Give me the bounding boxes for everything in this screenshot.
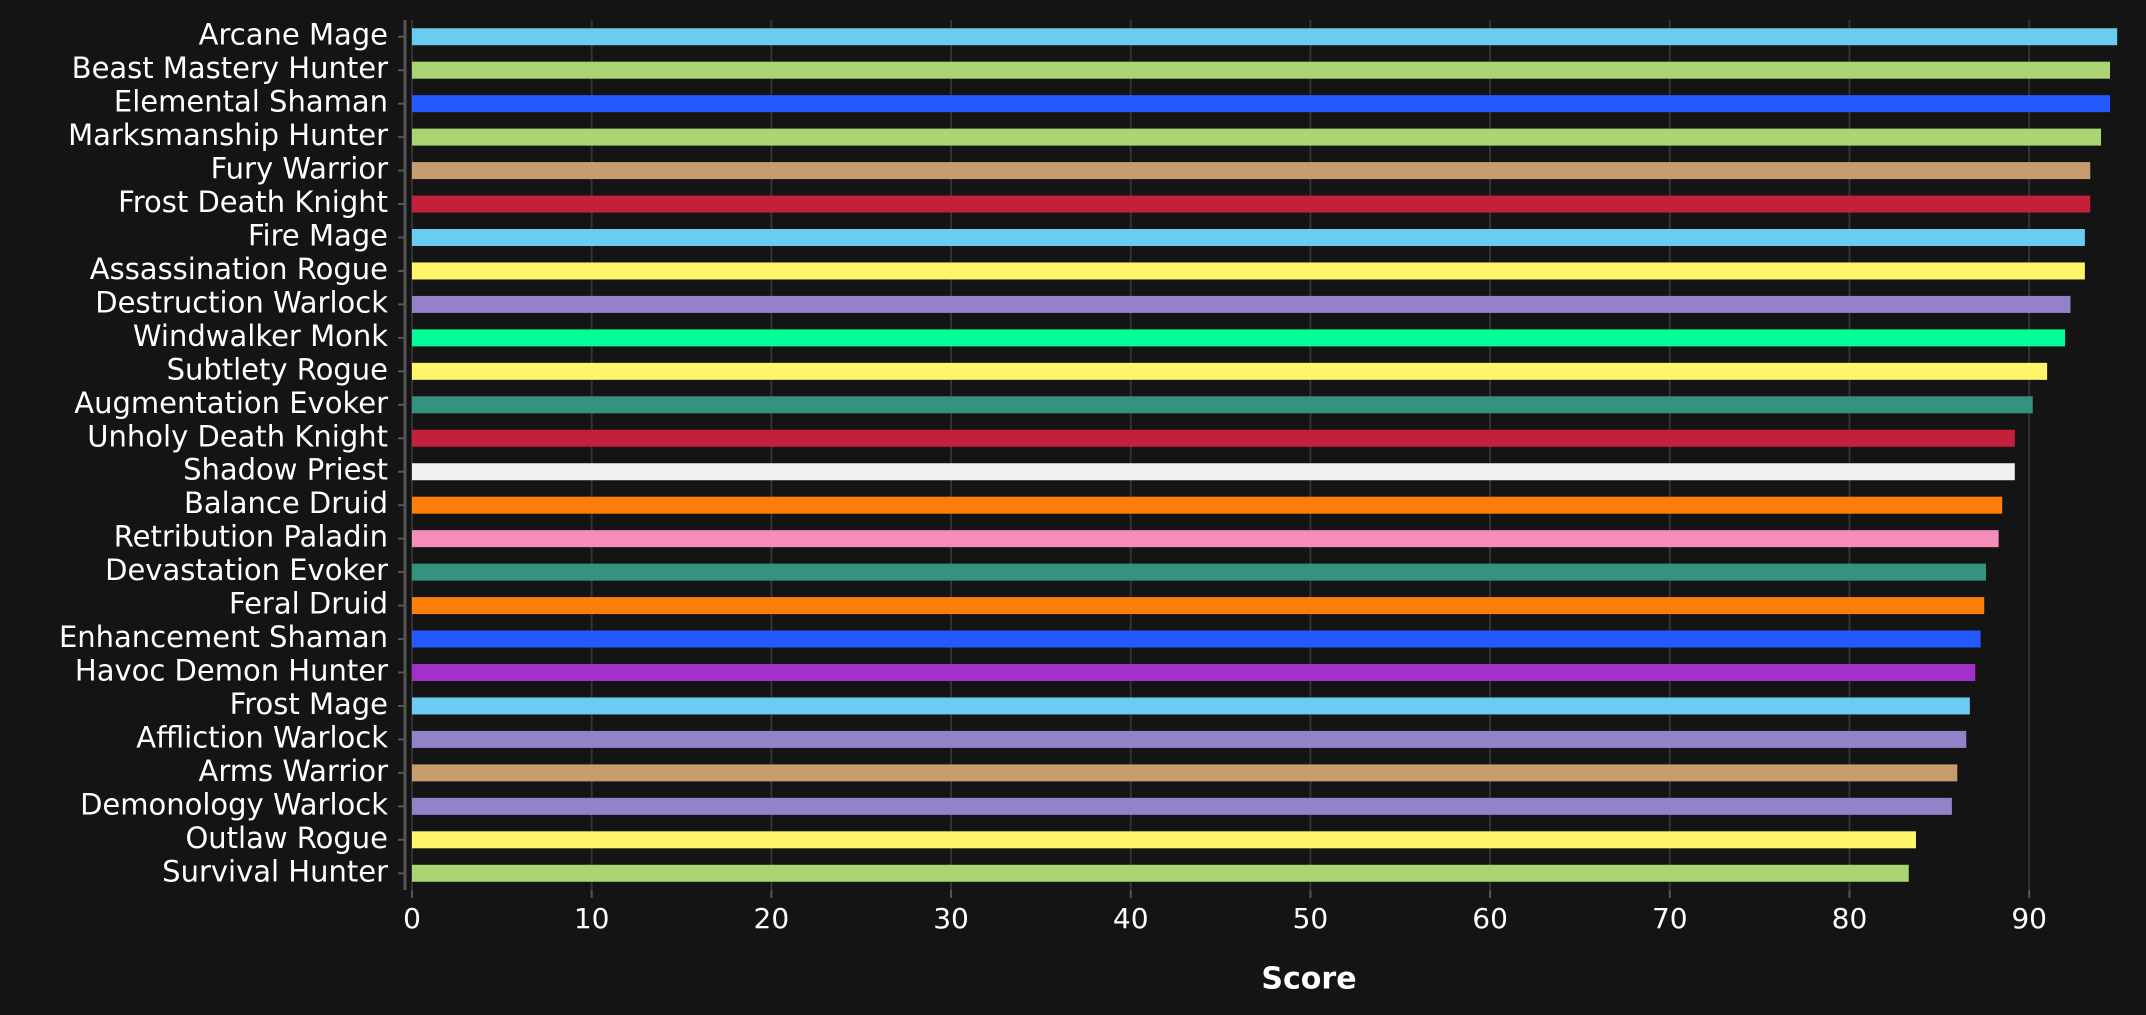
x-tick-label: 70 xyxy=(1652,902,1688,935)
y-tick-label: Shadow Priest xyxy=(183,453,388,487)
bar xyxy=(412,697,1970,715)
y-tick-label: Fire Mage xyxy=(248,219,388,253)
x-tick-label: 20 xyxy=(754,902,790,935)
bar xyxy=(412,396,2033,414)
y-tick-label: Affliction Warlock xyxy=(136,720,388,754)
y-tick-label: Outlaw Rogue xyxy=(185,821,388,855)
y-tick-label: Assassination Rogue xyxy=(90,252,388,286)
y-tick-label: Feral Druid xyxy=(229,587,388,621)
y-tick-label: Arcane Mage xyxy=(199,18,388,52)
y-tick-label: Augmentation Evoker xyxy=(74,386,388,420)
y-tick-label: Destruction Warlock xyxy=(95,285,388,319)
y-tick-label: Subtlety Rogue xyxy=(167,352,388,386)
bar xyxy=(412,195,2091,213)
x-tick-label: 80 xyxy=(1832,902,1868,935)
bar xyxy=(412,831,1916,849)
y-tick-label: Retribution Paladin xyxy=(114,520,388,554)
y-tick-label: Balance Druid xyxy=(184,486,388,520)
y-tick-label: Beast Mastery Hunter xyxy=(72,51,388,85)
bar xyxy=(412,162,2091,180)
x-tick-label: 0 xyxy=(403,902,421,935)
y-tick-label: Demonology Warlock xyxy=(80,787,388,821)
bar xyxy=(412,128,2102,146)
y-tick-label: Havoc Demon Hunter xyxy=(75,654,388,688)
x-axis-title: Score xyxy=(1261,962,1356,997)
x-tick-label: 90 xyxy=(2011,902,2047,935)
bar xyxy=(412,329,2066,347)
y-tick-label: Unholy Death Knight xyxy=(87,419,388,453)
bar xyxy=(412,764,1958,782)
x-tick-label: 60 xyxy=(1472,902,1508,935)
bar xyxy=(412,28,2118,46)
x-tick-label: 50 xyxy=(1293,902,1329,935)
y-tick-label: Fury Warrior xyxy=(211,152,389,186)
y-tick-label: Arms Warrior xyxy=(199,754,389,788)
bar xyxy=(412,730,1967,748)
bar xyxy=(412,496,2003,514)
x-tick-label: 30 xyxy=(933,902,969,935)
bar xyxy=(412,864,1909,882)
y-tick-label: Survival Hunter xyxy=(162,854,388,888)
bar xyxy=(412,61,2111,79)
bar xyxy=(412,429,2015,447)
y-tick-label: Frost Mage xyxy=(230,687,388,721)
bar xyxy=(412,229,2085,246)
y-tick-label: Elemental Shaman xyxy=(114,85,388,119)
bar xyxy=(412,362,2048,380)
y-tick-label: Frost Death Knight xyxy=(118,185,388,219)
y-tick-label: Devastation Evoker xyxy=(105,553,388,587)
bar xyxy=(412,95,2111,113)
bar xyxy=(412,295,2071,313)
bar xyxy=(412,463,2015,481)
y-tick-label: Marksmanship Hunter xyxy=(68,118,388,152)
bar xyxy=(412,797,1952,815)
bar xyxy=(412,262,2085,280)
y-tick-label: Windwalker Monk xyxy=(133,319,388,353)
bar xyxy=(412,664,1976,681)
bar xyxy=(412,630,1981,648)
x-tick-label: 40 xyxy=(1113,902,1149,935)
bar xyxy=(412,597,1985,615)
bar xyxy=(412,563,1987,581)
y-tick-label: Enhancement Shaman xyxy=(59,620,388,654)
x-tick-label: 10 xyxy=(574,902,610,935)
bar xyxy=(412,530,1999,548)
